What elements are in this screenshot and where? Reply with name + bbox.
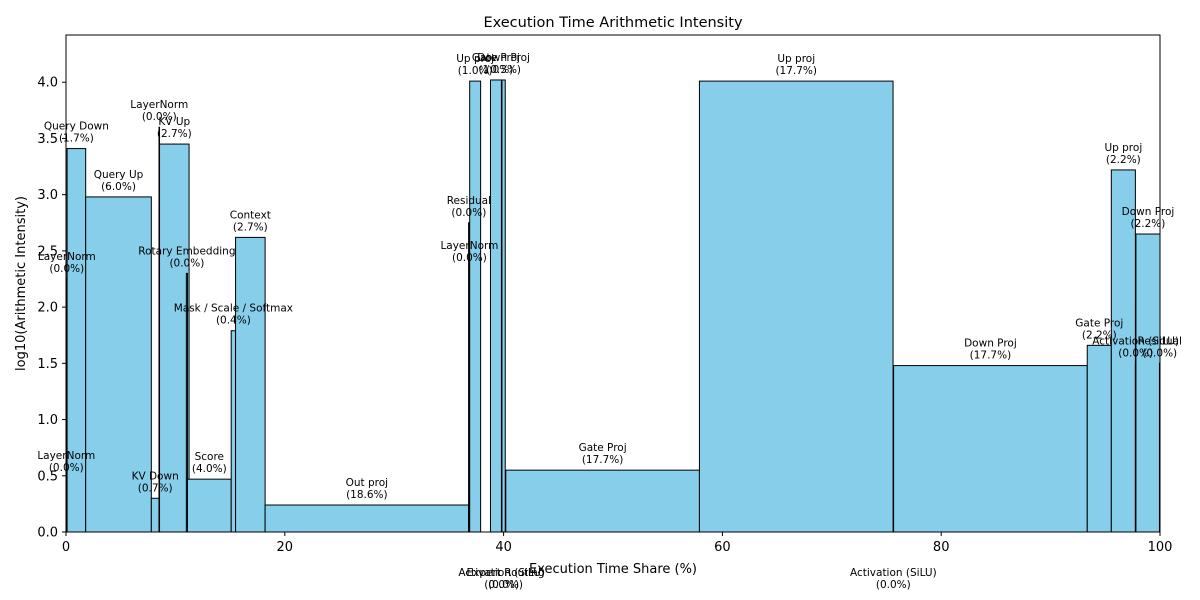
bar-label-name-24: Up proj — [1104, 142, 1142, 154]
bar-label-name-26: Down Proj — [1122, 206, 1175, 218]
bar-label-pct-24: (2.2%) — [1106, 154, 1141, 166]
bar-2 — [66, 148, 87, 533]
bar-label-name-3: Query Up — [94, 169, 144, 181]
bar-24 — [1110, 169, 1136, 533]
bar-label-name-5: LayerNorm — [130, 99, 188, 111]
x-tick-label-2: 40 — [495, 540, 512, 555]
bar-label-pct-16: (0.0%) — [484, 579, 519, 591]
bar-label-pct-13: (0.0%) — [452, 252, 487, 264]
bar-label-name-15: Gate Proj — [472, 52, 520, 64]
bar-label-pct-17: (0.3%) — [486, 64, 521, 76]
y-tick-label-2: 1.0 — [37, 413, 58, 428]
bar-label-pct-20: (17.7%) — [775, 65, 817, 77]
bar-17 — [501, 79, 506, 533]
bar-20 — [698, 80, 894, 533]
x-tick-label-1: 20 — [277, 540, 294, 555]
y-tick-label-6: 3.0 — [37, 188, 58, 203]
bar-22 — [893, 365, 1088, 533]
bar-label-name-2: Query Down — [44, 121, 109, 133]
bar-label-pct-21: (0.0%) — [876, 579, 911, 591]
bar-label-pct-10: (2.7%) — [233, 221, 268, 233]
bar-label-pct-7: (0.0%) — [169, 257, 204, 269]
y-tick-label-3: 1.5 — [37, 357, 58, 372]
bar-label-name-13: LayerNorm — [440, 240, 498, 252]
bar-label-pct-19: (17.7%) — [582, 454, 624, 466]
bar-label-name-17: Down Proj — [477, 52, 530, 64]
bars-group — [65, 79, 1161, 533]
y-tick-label-5: 2.5 — [37, 244, 58, 259]
y-tick-label-1: 0.5 — [37, 469, 58, 484]
chart-title: Execution Time Arithmetic Intensity — [483, 15, 743, 31]
bar-label-name-23: Gate Proj — [1075, 317, 1123, 329]
bar-label-pct-5: (0.0%) — [142, 111, 177, 123]
bar-label-name-22: Down Proj — [964, 338, 1017, 350]
bar-label-name-16: Activation (SiLU) — [458, 567, 545, 579]
bar-label-name-14: Up proj — [456, 53, 494, 65]
bar-label-pct-23: (2.2%) — [1082, 329, 1117, 341]
y-tick-label-7: 3.5 — [37, 132, 58, 147]
bar-6 — [159, 143, 190, 533]
bar-9 — [230, 330, 237, 533]
ticks-group: 0 20 40 60 80 100 0.0 0.5 1.0 1.5 2.0 2.5 3.0 3.5 4.0 — [37, 76, 1172, 555]
bar-14 — [469, 80, 482, 533]
bar-label-name-18: Expert Routing — [467, 567, 545, 579]
bar-label-name-1: LayerNorm — [38, 251, 96, 263]
bar-label-name-8: Score — [195, 451, 224, 463]
x-axis-label: Execution Time Share (%) — [529, 562, 697, 577]
bar-label-name-7: Rotary Embedding — [138, 245, 235, 257]
annotations-group: LayerNorm(0.0%)LayerNorm(0.0%)Query Down… — [37, 52, 1182, 591]
bar-label-pct-18: (0.0%) — [488, 579, 523, 591]
bar-label-name-4: KV Down — [132, 470, 179, 482]
x-tick-label-0: 0 — [62, 540, 70, 555]
bar-label-pct-26: (2.2%) — [1131, 218, 1166, 230]
y-tick-label-8: 4.0 — [37, 76, 58, 91]
bar-label-name-19: Gate Proj — [579, 442, 627, 454]
bar-label-name-12: Residual — [447, 195, 491, 207]
bar-label-name-9: Mask / Scale / Softmax — [174, 303, 293, 315]
bar-label-name-25: Activation (SiLU) — [1092, 335, 1179, 347]
x-tick-label-5: 100 — [1148, 540, 1173, 555]
bar-label-pct-1: (0.0%) — [49, 263, 84, 275]
y-tick-label-0: 0.0 — [37, 526, 58, 541]
bar-label-pct-12: (0.0%) — [451, 207, 486, 219]
bar-label-pct-2: (1.7%) — [59, 133, 94, 145]
plot-frame — [65, 34, 1161, 533]
bar-label-pct-11: (18.6%) — [346, 489, 388, 501]
bar-label-pct-9: (0.4%) — [216, 315, 251, 327]
bar-label-name-6: KV Up — [158, 116, 190, 128]
y-axis-label: log10(Arithmetic Intensity) — [14, 196, 29, 371]
bar-label-name-10: Context — [230, 209, 271, 221]
bar-23 — [1086, 344, 1112, 533]
bar-label-name-21: Activation (SiLU) — [850, 567, 937, 579]
y-tick-label-4: 2.0 — [37, 301, 58, 316]
x-tick-label-4: 80 — [933, 540, 950, 555]
bar-8 — [186, 478, 232, 533]
bar-11 — [264, 504, 470, 533]
bar-label-pct-4: (0.7%) — [138, 482, 173, 494]
bar-label-pct-15: (1.0%) — [479, 64, 514, 76]
bar-19 — [505, 469, 700, 533]
x-tick-label-3: 60 — [714, 540, 731, 555]
bar-15 — [489, 79, 502, 533]
bar-label-pct-6: (2.7%) — [157, 128, 192, 140]
bar-label-pct-8: (4.0%) — [192, 463, 227, 475]
bar-label-name-20: Up proj — [777, 53, 815, 65]
bar-3 — [85, 196, 152, 533]
bar-label-pct-14: (1.0%) — [458, 65, 493, 77]
bar-label-pct-22: (17.7%) — [970, 350, 1012, 362]
bar-label-name-11: Out proj — [346, 477, 388, 489]
bar-label-pct-3: (6.0%) — [101, 181, 136, 193]
bar-label-pct-25: (0.0%) — [1118, 347, 1153, 359]
bar-10 — [235, 236, 266, 533]
bar-26 — [1135, 233, 1161, 533]
bar-4 — [150, 497, 160, 533]
